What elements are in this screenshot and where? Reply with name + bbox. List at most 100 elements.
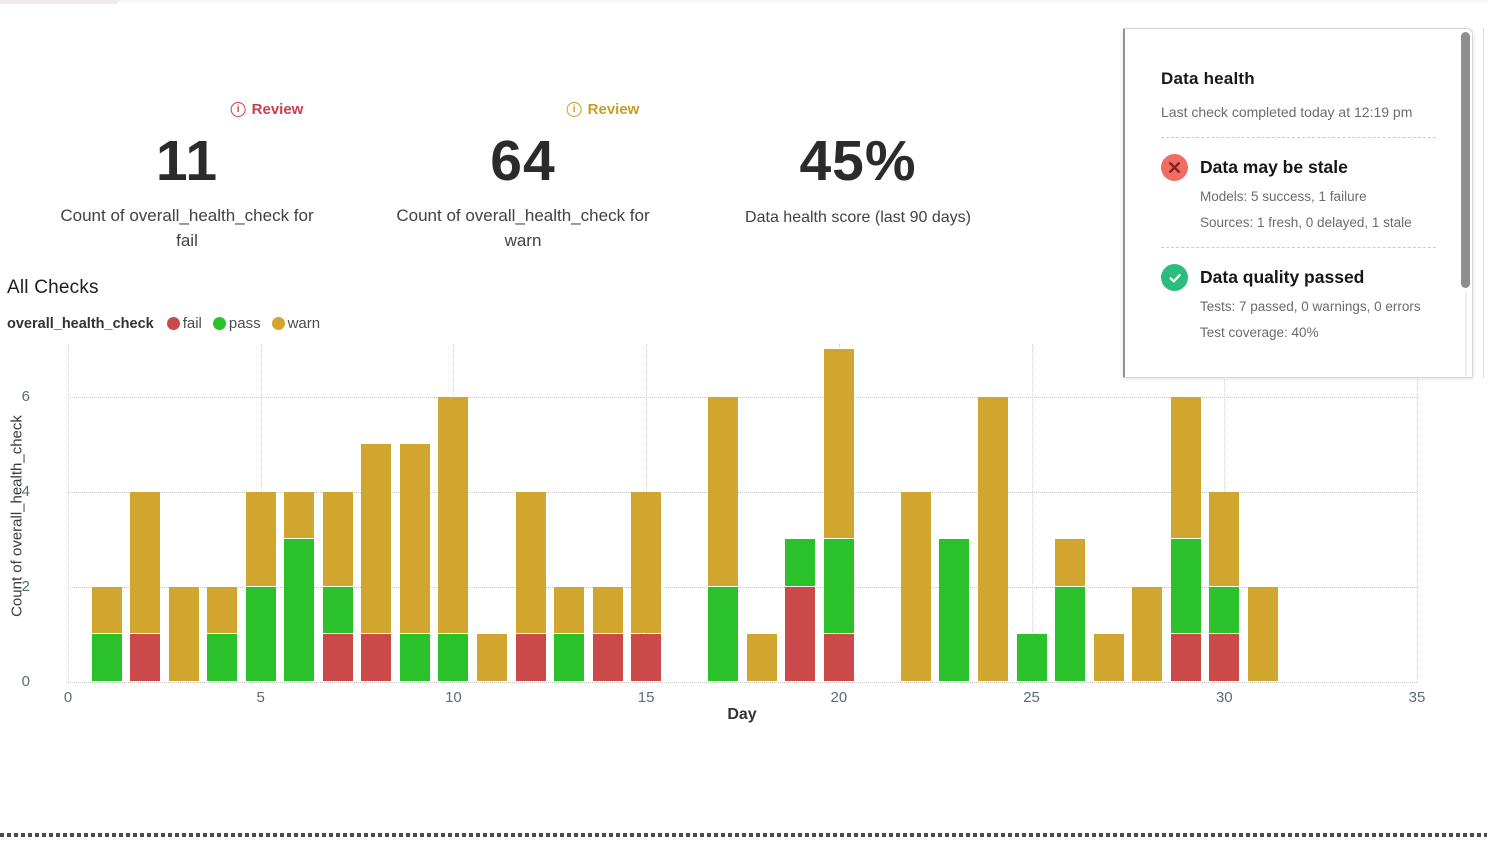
bar-segment-fail-day-20[interactable]: [823, 634, 854, 681]
bar-segment-pass-day-1[interactable]: [91, 634, 122, 681]
bar-segment-warn-day-28[interactable]: [1132, 586, 1163, 681]
warn-color-dot: [271, 317, 285, 330]
x-axis-title: Day: [727, 706, 757, 723]
review-badge-warn[interactable]: i Review: [566, 101, 639, 118]
bar-segment-pass-day-20[interactable]: [823, 539, 854, 634]
pass-color-dot: [212, 317, 226, 330]
gridline-vertical: [1031, 344, 1033, 682]
bar-segment-warn-day-30[interactable]: [1209, 491, 1240, 586]
badge-slot: i Review: [20, 101, 354, 123]
quality-status-text: Data quality passed Tests: 7 passed, 0 w…: [1200, 264, 1421, 340]
bar-segment-warn-day-15[interactable]: [631, 491, 662, 634]
bar-segment-pass-day-29[interactable]: [1170, 539, 1201, 634]
bar-segment-warn-day-29[interactable]: [1170, 396, 1201, 539]
x-tick-label: 0: [63, 689, 73, 706]
bar-segment-warn-day-31[interactable]: [1247, 586, 1278, 681]
bar-segment-fail-day-15[interactable]: [631, 634, 662, 681]
bar-segment-pass-day-23[interactable]: [939, 539, 970, 681]
bar-segment-pass-day-5[interactable]: [245, 586, 276, 681]
bar-segment-warn-day-8[interactable]: [361, 444, 392, 634]
bottom-dotted-divider: [0, 833, 1487, 837]
chart-legend: overall_health_check fail pass warn: [7, 315, 320, 332]
bar-segment-warn-day-4[interactable]: [207, 586, 238, 634]
status-detail: Sources: 1 fresh, 0 delayed, 1 stale: [1200, 215, 1412, 230]
bar-segment-warn-day-14[interactable]: [592, 586, 623, 634]
status-detail: Tests: 7 passed, 0 warnings, 0 errors: [1200, 299, 1421, 314]
scrollbar-track[interactable]: [1465, 291, 1467, 376]
x-tick-label: 35: [1408, 689, 1426, 706]
x-tick-label: 10: [445, 689, 462, 706]
status-detail: Test coverage: 40%: [1200, 325, 1319, 340]
bar-segment-fail-day-7[interactable]: [322, 634, 353, 681]
metric-value: 11: [155, 129, 219, 193]
gridline-horizontal: [68, 586, 1417, 588]
panel-title: Data health: [1161, 69, 1255, 88]
bar-segment-warn-day-5[interactable]: [245, 491, 276, 586]
section-title: All Checks: [7, 277, 99, 298]
bar-segment-fail-day-30[interactable]: [1209, 634, 1240, 681]
bar-segment-fail-day-8[interactable]: [361, 634, 392, 681]
y-tick-label: 2: [21, 577, 30, 595]
metric-label: Count of overall_health_check for fail: [60, 206, 314, 250]
x-tick-label: 20: [830, 689, 848, 706]
scrollbar-thumb[interactable]: [1461, 32, 1470, 288]
metric-warn-count: i Review 64 Count of overall_health_chec…: [356, 101, 690, 253]
bar-segment-pass-day-30[interactable]: [1209, 586, 1240, 634]
bar-segment-fail-day-29[interactable]: [1170, 634, 1201, 681]
y-tick-label: 0: [21, 673, 30, 690]
legend-item-warn[interactable]: warn: [271, 315, 321, 332]
bar-segment-warn-day-3[interactable]: [168, 586, 199, 681]
fail-color-dot: [166, 317, 180, 330]
bar-segment-pass-day-6[interactable]: [284, 539, 315, 681]
bar-segment-pass-day-4[interactable]: [207, 634, 238, 681]
bar-segment-warn-day-18[interactable]: [746, 634, 777, 681]
window-edge-line: [1483, 28, 1484, 378]
bar-segment-fail-day-14[interactable]: [592, 634, 623, 681]
bar-segment-warn-day-7[interactable]: [322, 491, 353, 586]
dashed-divider: [1161, 137, 1436, 138]
legend-item-label: warn: [287, 315, 321, 332]
bar-segment-pass-day-17[interactable]: [708, 586, 739, 681]
badge-slot: i Review: [356, 101, 690, 123]
bar-segment-pass-day-7[interactable]: [322, 586, 353, 634]
metric-label: Data health score (last 90 days): [745, 209, 971, 226]
x-tick-label: 5: [256, 689, 265, 706]
bar-segment-fail-day-2[interactable]: [130, 634, 161, 681]
bar-segment-warn-day-24[interactable]: [978, 396, 1009, 681]
bar-segment-warn-day-20[interactable]: [823, 349, 854, 539]
bar-segment-pass-day-19[interactable]: [785, 539, 816, 586]
bar-segment-pass-day-25[interactable]: [1016, 634, 1047, 681]
bar-segment-fail-day-12[interactable]: [515, 634, 546, 681]
x-tick-label: 15: [637, 689, 655, 706]
bar-segment-pass-day-10[interactable]: [438, 634, 469, 681]
bar-segment-warn-day-10[interactable]: [438, 396, 469, 634]
gridline-vertical: [1417, 344, 1418, 682]
bar-segment-warn-day-27[interactable]: [1093, 634, 1124, 681]
y-tick-label: 6: [21, 387, 30, 405]
bar-segment-warn-day-11[interactable]: [476, 634, 507, 681]
bar-segment-warn-day-6[interactable]: [284, 491, 315, 539]
top-edge-line: [0, 0, 1487, 2]
legend-item-fail[interactable]: fail: [166, 315, 202, 332]
review-badge-label: Review: [251, 101, 304, 118]
stale-status-section: Data may be stale Models: 5 success, 1 f…: [1161, 154, 1436, 230]
bar-segment-warn-day-22[interactable]: [900, 491, 931, 681]
status-detail: Models: 5 success, 1 failure: [1200, 189, 1367, 204]
bar-segment-pass-day-13[interactable]: [554, 634, 585, 681]
bar-segment-warn-day-1[interactable]: [91, 586, 122, 634]
gridline-horizontal: [68, 491, 1417, 493]
bar-segment-pass-day-9[interactable]: [399, 634, 430, 681]
review-badge-fail[interactable]: i Review: [230, 101, 304, 118]
bar-segment-warn-day-26[interactable]: [1055, 539, 1086, 586]
bar-segment-warn-day-9[interactable]: [399, 444, 430, 634]
bar-segment-pass-day-26[interactable]: [1055, 586, 1086, 681]
bar-segment-fail-day-19[interactable]: [785, 586, 816, 681]
metric-health-score: 45% Data health score (last 90 days): [691, 101, 1025, 230]
legend-item-pass[interactable]: pass: [212, 315, 261, 332]
gridline-horizontal: [68, 682, 1417, 683]
bar-segment-warn-day-2[interactable]: [130, 491, 161, 634]
bar-segment-warn-day-13[interactable]: [554, 586, 585, 634]
bar-segment-warn-day-17[interactable]: [708, 396, 739, 586]
bar-segment-warn-day-12[interactable]: [515, 491, 546, 634]
